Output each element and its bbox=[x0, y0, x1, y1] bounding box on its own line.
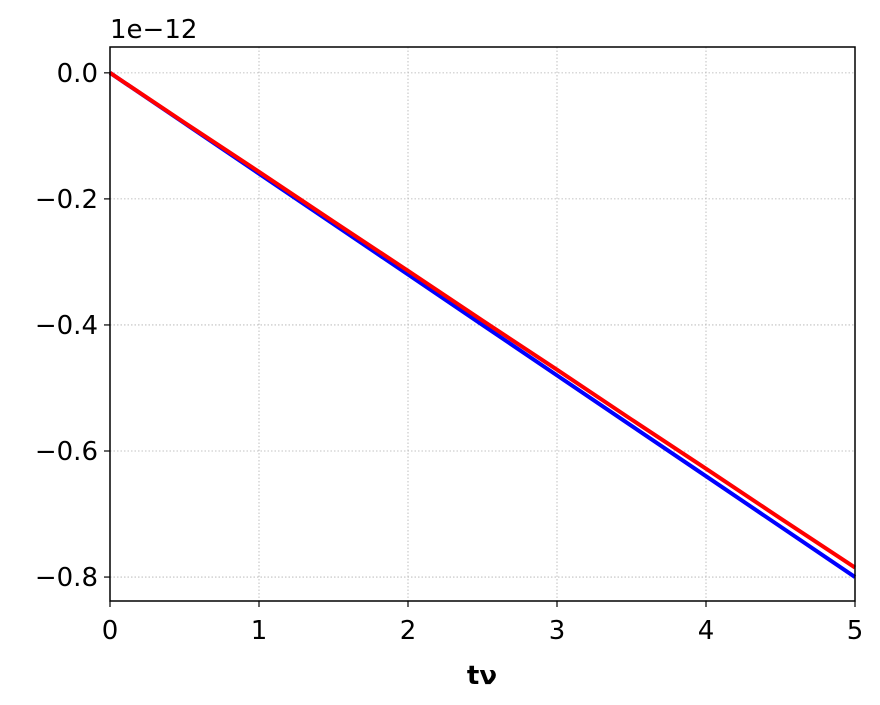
y-tick-label: −0.2 bbox=[35, 185, 98, 215]
y-tick-label: 0.0 bbox=[57, 59, 98, 89]
x-tick-label: 5 bbox=[847, 616, 864, 646]
x-tick-label: 0 bbox=[102, 616, 119, 646]
x-tick-label: 2 bbox=[400, 616, 417, 646]
y-tick-label: −0.6 bbox=[35, 437, 98, 467]
plot-frame bbox=[109, 46, 856, 602]
x-axis-label: tν bbox=[467, 661, 497, 691]
y-tick-label: −0.4 bbox=[35, 311, 98, 341]
y-tick-label: −0.8 bbox=[35, 563, 98, 593]
data-line bbox=[108, 71, 857, 570]
x-tick-label: 4 bbox=[698, 616, 715, 646]
offset-text: 1e−12 bbox=[110, 15, 197, 45]
x-tick-label: 3 bbox=[549, 616, 566, 646]
x-tick-label: 1 bbox=[251, 616, 268, 646]
